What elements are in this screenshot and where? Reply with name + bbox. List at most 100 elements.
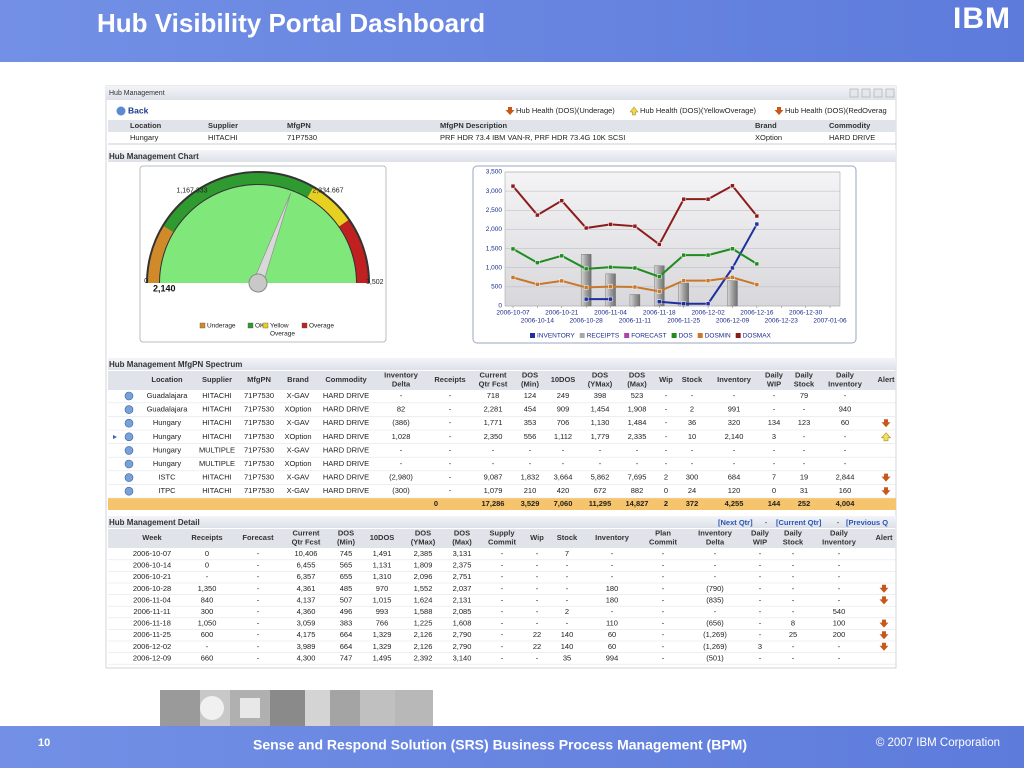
row-action[interactable]	[124, 446, 134, 455]
cell: 1,495	[373, 653, 392, 662]
column-header: Supplier	[208, 121, 238, 130]
cell: -	[257, 572, 260, 581]
cell: -	[759, 619, 762, 628]
cell: 1,225	[414, 619, 433, 628]
cell: -	[759, 561, 762, 570]
image-strip	[160, 690, 433, 726]
cell: -	[529, 445, 532, 454]
cell: 2,126	[414, 642, 433, 651]
x-tick-label: 2006-11-18	[643, 310, 676, 317]
cell: HARD DRIVE	[323, 391, 369, 400]
cell: 664	[340, 630, 353, 639]
cell: PRF HDR 73.4 IBM VAN-R, PRF HDR 73.4G 10…	[440, 133, 625, 142]
cell: Hungary	[153, 445, 182, 454]
cell: 2,350	[484, 432, 503, 441]
cell: -	[838, 642, 841, 651]
cell: -	[536, 584, 539, 593]
cell: 3,140	[453, 653, 472, 662]
cell: 1,350	[198, 584, 217, 593]
cell: -	[773, 391, 776, 400]
row-action[interactable]	[124, 391, 134, 401]
point	[730, 275, 735, 280]
bar	[678, 282, 689, 307]
qtr-link[interactable]: [Current Qtr]	[776, 518, 822, 527]
cell: (386)	[392, 418, 410, 427]
row-action[interactable]	[124, 432, 134, 442]
cell: -	[838, 584, 841, 593]
legend-swatch	[301, 322, 308, 329]
alert-icon	[881, 473, 891, 482]
column-header: Location	[151, 375, 183, 384]
row-action[interactable]	[124, 405, 134, 414]
cell: 10	[688, 432, 696, 441]
cell: 210	[524, 486, 537, 495]
cell: Guadalajara	[147, 391, 189, 400]
cell: -	[566, 584, 569, 593]
y-tick-label: 500	[491, 284, 502, 291]
cell: -	[449, 391, 452, 400]
x-tick-label: 2006-12-02	[691, 310, 725, 317]
cell: 71P7530	[244, 432, 274, 441]
cell: 4,360	[297, 607, 316, 616]
header-band	[0, 0, 1024, 62]
cell: -	[662, 607, 665, 616]
cell: -	[611, 561, 614, 570]
cell: 565	[340, 561, 353, 570]
cell: X-GAV	[287, 418, 310, 427]
point	[583, 285, 589, 290]
cell: 71P7530	[244, 391, 274, 400]
cell: XOption	[284, 459, 311, 468]
point	[632, 284, 638, 290]
total-cell: 17,286	[482, 499, 505, 508]
panel-controls[interactable]	[849, 88, 895, 98]
cell: 507	[340, 595, 353, 604]
cell: 2006-10-07	[133, 549, 171, 558]
cell: 79	[800, 391, 808, 400]
back-icon[interactable]	[116, 106, 126, 116]
qtr-link[interactable]: [Previous Q	[846, 518, 888, 527]
y-tick-label: 1,000	[486, 264, 503, 271]
point	[510, 183, 516, 189]
point	[657, 242, 662, 247]
cell: Hungary	[153, 418, 182, 427]
point	[535, 282, 540, 287]
legend-swatch	[579, 333, 585, 338]
cell: -	[733, 445, 736, 454]
row-action[interactable]	[124, 486, 134, 496]
qtr-link[interactable]: [Next Qtr]	[718, 518, 753, 527]
cell: 160	[839, 486, 852, 495]
cell: -	[257, 584, 260, 593]
cell: -	[449, 405, 452, 414]
cell: -	[492, 459, 495, 468]
gauge-value: 2,140	[153, 283, 176, 293]
cell: -	[449, 486, 452, 495]
column-header: (YMax)	[411, 537, 436, 546]
column-header: Delta	[706, 537, 725, 546]
cell: 747	[340, 653, 353, 662]
column-header: Commit	[649, 537, 677, 546]
cell: -	[665, 405, 668, 414]
cell: -	[566, 595, 569, 604]
back-link[interactable]: Back	[128, 105, 149, 115]
cell: 2,281	[484, 405, 503, 414]
section-title: Hub Management Detail	[109, 518, 200, 527]
row-action[interactable]	[124, 473, 134, 482]
cell: -	[759, 653, 762, 662]
alert-icon	[879, 596, 889, 605]
cell: 1,329	[373, 630, 392, 639]
cell: 4,175	[297, 630, 316, 639]
column-header: DOS	[454, 528, 470, 537]
cell: 3,989	[297, 642, 316, 651]
cell: -	[562, 445, 565, 454]
row-action[interactable]	[124, 459, 134, 469]
column-header: Supply	[489, 528, 515, 537]
legend-swatch	[262, 322, 269, 329]
row-action[interactable]	[124, 418, 134, 428]
column-header: (Max)	[627, 379, 647, 388]
cell: -	[792, 595, 795, 604]
cell: -	[636, 459, 639, 468]
cell: -	[792, 561, 795, 570]
cell: 1,624	[414, 595, 433, 604]
column-header: (Min)	[521, 379, 539, 388]
cell: 2006-11-04	[133, 595, 171, 604]
